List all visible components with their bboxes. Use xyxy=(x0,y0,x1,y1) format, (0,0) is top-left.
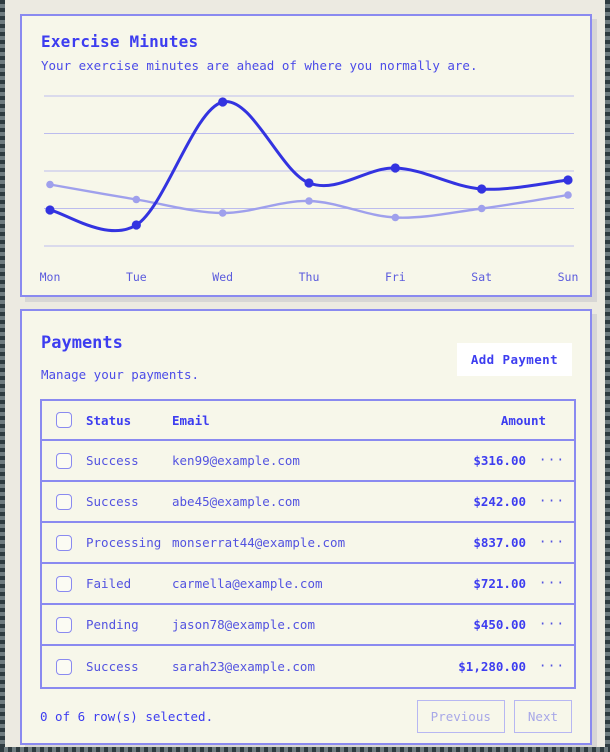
x-axis-label: Sun xyxy=(557,270,579,284)
x-axis-label: Mon xyxy=(39,270,61,284)
cell-status: Failed xyxy=(86,576,132,591)
row-select-cell[interactable] xyxy=(42,658,86,675)
cell-amount: $721.00 xyxy=(473,576,526,591)
row-actions-menu-icon[interactable]: ··· xyxy=(538,535,566,550)
cell-status: Pending xyxy=(86,617,139,632)
table-row[interactable]: Success ken99@example.com $316.00 ··· xyxy=(42,441,574,482)
window-edge-right xyxy=(605,0,610,752)
table-row[interactable]: Failed carmella@example.com $721.00 ··· xyxy=(42,564,574,605)
cell-amount: $316.00 xyxy=(473,453,526,468)
row-select-checkbox[interactable] xyxy=(56,575,72,592)
table-header-row: Status Email Amount xyxy=(42,401,574,441)
row-actions-menu-icon[interactable]: ··· xyxy=(538,576,566,591)
row-select-checkbox[interactable] xyxy=(56,493,72,510)
select-all-cell[interactable] xyxy=(42,412,86,428)
data-point xyxy=(477,204,486,213)
cell-email: abe45@example.com xyxy=(172,494,300,509)
table-body: Success ken99@example.com $316.00 ··· Succes… xyxy=(42,441,574,687)
chart-series-layer xyxy=(45,97,573,232)
data-point xyxy=(305,197,313,205)
window-edge-left xyxy=(0,0,5,752)
row-actions-menu-icon[interactable]: ··· xyxy=(538,453,566,468)
cell-amount: $837.00 xyxy=(473,535,526,550)
row-select-checkbox[interactable] xyxy=(56,534,72,551)
row-actions-menu-icon[interactable]: ··· xyxy=(538,617,566,632)
x-axis-label: Tue xyxy=(125,270,147,284)
chart-title: Exercise Minutes xyxy=(41,32,199,51)
row-select-checkbox[interactable] xyxy=(56,658,72,675)
table-row[interactable]: Success abe45@example.com $242.00 ··· xyxy=(42,482,574,523)
row-select-cell[interactable] xyxy=(42,493,86,510)
row-actions-menu-icon[interactable]: ··· xyxy=(538,494,566,509)
select-all-checkbox[interactable] xyxy=(56,412,72,428)
page-root: Exercise Minutes Your exercise minutes a… xyxy=(5,0,605,752)
cell-amount: $1,280.00 xyxy=(458,659,526,674)
cell-email: sarah23@example.com xyxy=(172,659,315,674)
window-edge-bottom xyxy=(0,747,610,752)
row-select-cell[interactable] xyxy=(42,616,86,633)
data-point xyxy=(564,191,572,199)
data-point xyxy=(304,178,314,188)
row-select-checkbox[interactable] xyxy=(56,616,72,633)
data-point xyxy=(477,184,487,194)
table-footer: 0 of 6 row(s) selected. Previous Next xyxy=(40,699,572,733)
data-point xyxy=(563,175,573,185)
data-point xyxy=(132,195,141,204)
chart-subtitle: Your exercise minutes are ahead of where… xyxy=(41,58,478,73)
chart-gridlines xyxy=(44,95,574,247)
table-row[interactable]: Pending jason78@example.com $450.00 ··· xyxy=(42,605,574,646)
payments-card: Payments Manage your payments. Add Payme… xyxy=(20,309,592,745)
cell-status: Success xyxy=(86,494,139,509)
cell-status: Success xyxy=(86,453,139,468)
cell-status: Success xyxy=(86,659,139,674)
cell-email: monserrat44@example.com xyxy=(172,535,346,550)
cell-email: ken99@example.com xyxy=(172,453,300,468)
data-point xyxy=(46,180,54,189)
cell-email: carmella@example.com xyxy=(172,576,323,591)
column-header-email[interactable]: Email xyxy=(172,412,210,428)
row-select-checkbox[interactable] xyxy=(56,452,72,469)
column-header-amount[interactable]: Amount xyxy=(500,412,546,428)
x-axis-label: Fri xyxy=(384,270,406,284)
cell-amount: $450.00 xyxy=(473,617,526,632)
data-point xyxy=(45,205,55,215)
x-axis-label: Wed xyxy=(212,270,234,284)
payments-title: Payments xyxy=(41,333,123,353)
previous-page-button[interactable]: Previous xyxy=(416,699,505,733)
data-point xyxy=(131,220,141,230)
row-select-cell[interactable] xyxy=(42,534,86,551)
cell-status: Processing xyxy=(86,535,162,550)
data-point xyxy=(391,213,400,222)
selection-count: 0 of 6 row(s) selected. xyxy=(40,708,214,724)
data-point xyxy=(390,163,400,173)
payments-table: Status Email Amount Success ken99@example… xyxy=(40,399,576,689)
cell-email: jason78@example.com xyxy=(172,617,315,632)
payments-subtitle: Manage your payments. xyxy=(41,367,200,382)
data-point xyxy=(218,97,228,107)
cell-amount: $242.00 xyxy=(473,494,526,509)
row-actions-menu-icon[interactable]: ··· xyxy=(538,659,566,674)
exercise-line-chart: Mon Tue Wed Thu Fri Sat Sun xyxy=(22,86,590,291)
series-line xyxy=(48,100,570,232)
data-point xyxy=(218,209,227,217)
table-row[interactable]: Success sarah23@example.com $1,280.00 ··· xyxy=(42,646,574,687)
table-row[interactable]: Processing monserrat44@example.com $837.00… xyxy=(42,523,574,564)
add-payment-button[interactable]: Add Payment xyxy=(456,343,572,376)
exercise-minutes-card: Exercise Minutes Your exercise minutes a… xyxy=(20,14,592,297)
row-select-cell[interactable] xyxy=(42,575,86,592)
next-page-button[interactable]: Next xyxy=(513,699,572,733)
chart-svg xyxy=(44,95,574,247)
row-select-cell[interactable] xyxy=(42,452,86,469)
pagination-controls: Previous Next xyxy=(416,699,572,733)
x-axis-label: Thu xyxy=(298,270,320,284)
x-axis-label: Sat xyxy=(471,270,493,284)
column-header-status[interactable]: Status xyxy=(86,412,132,428)
